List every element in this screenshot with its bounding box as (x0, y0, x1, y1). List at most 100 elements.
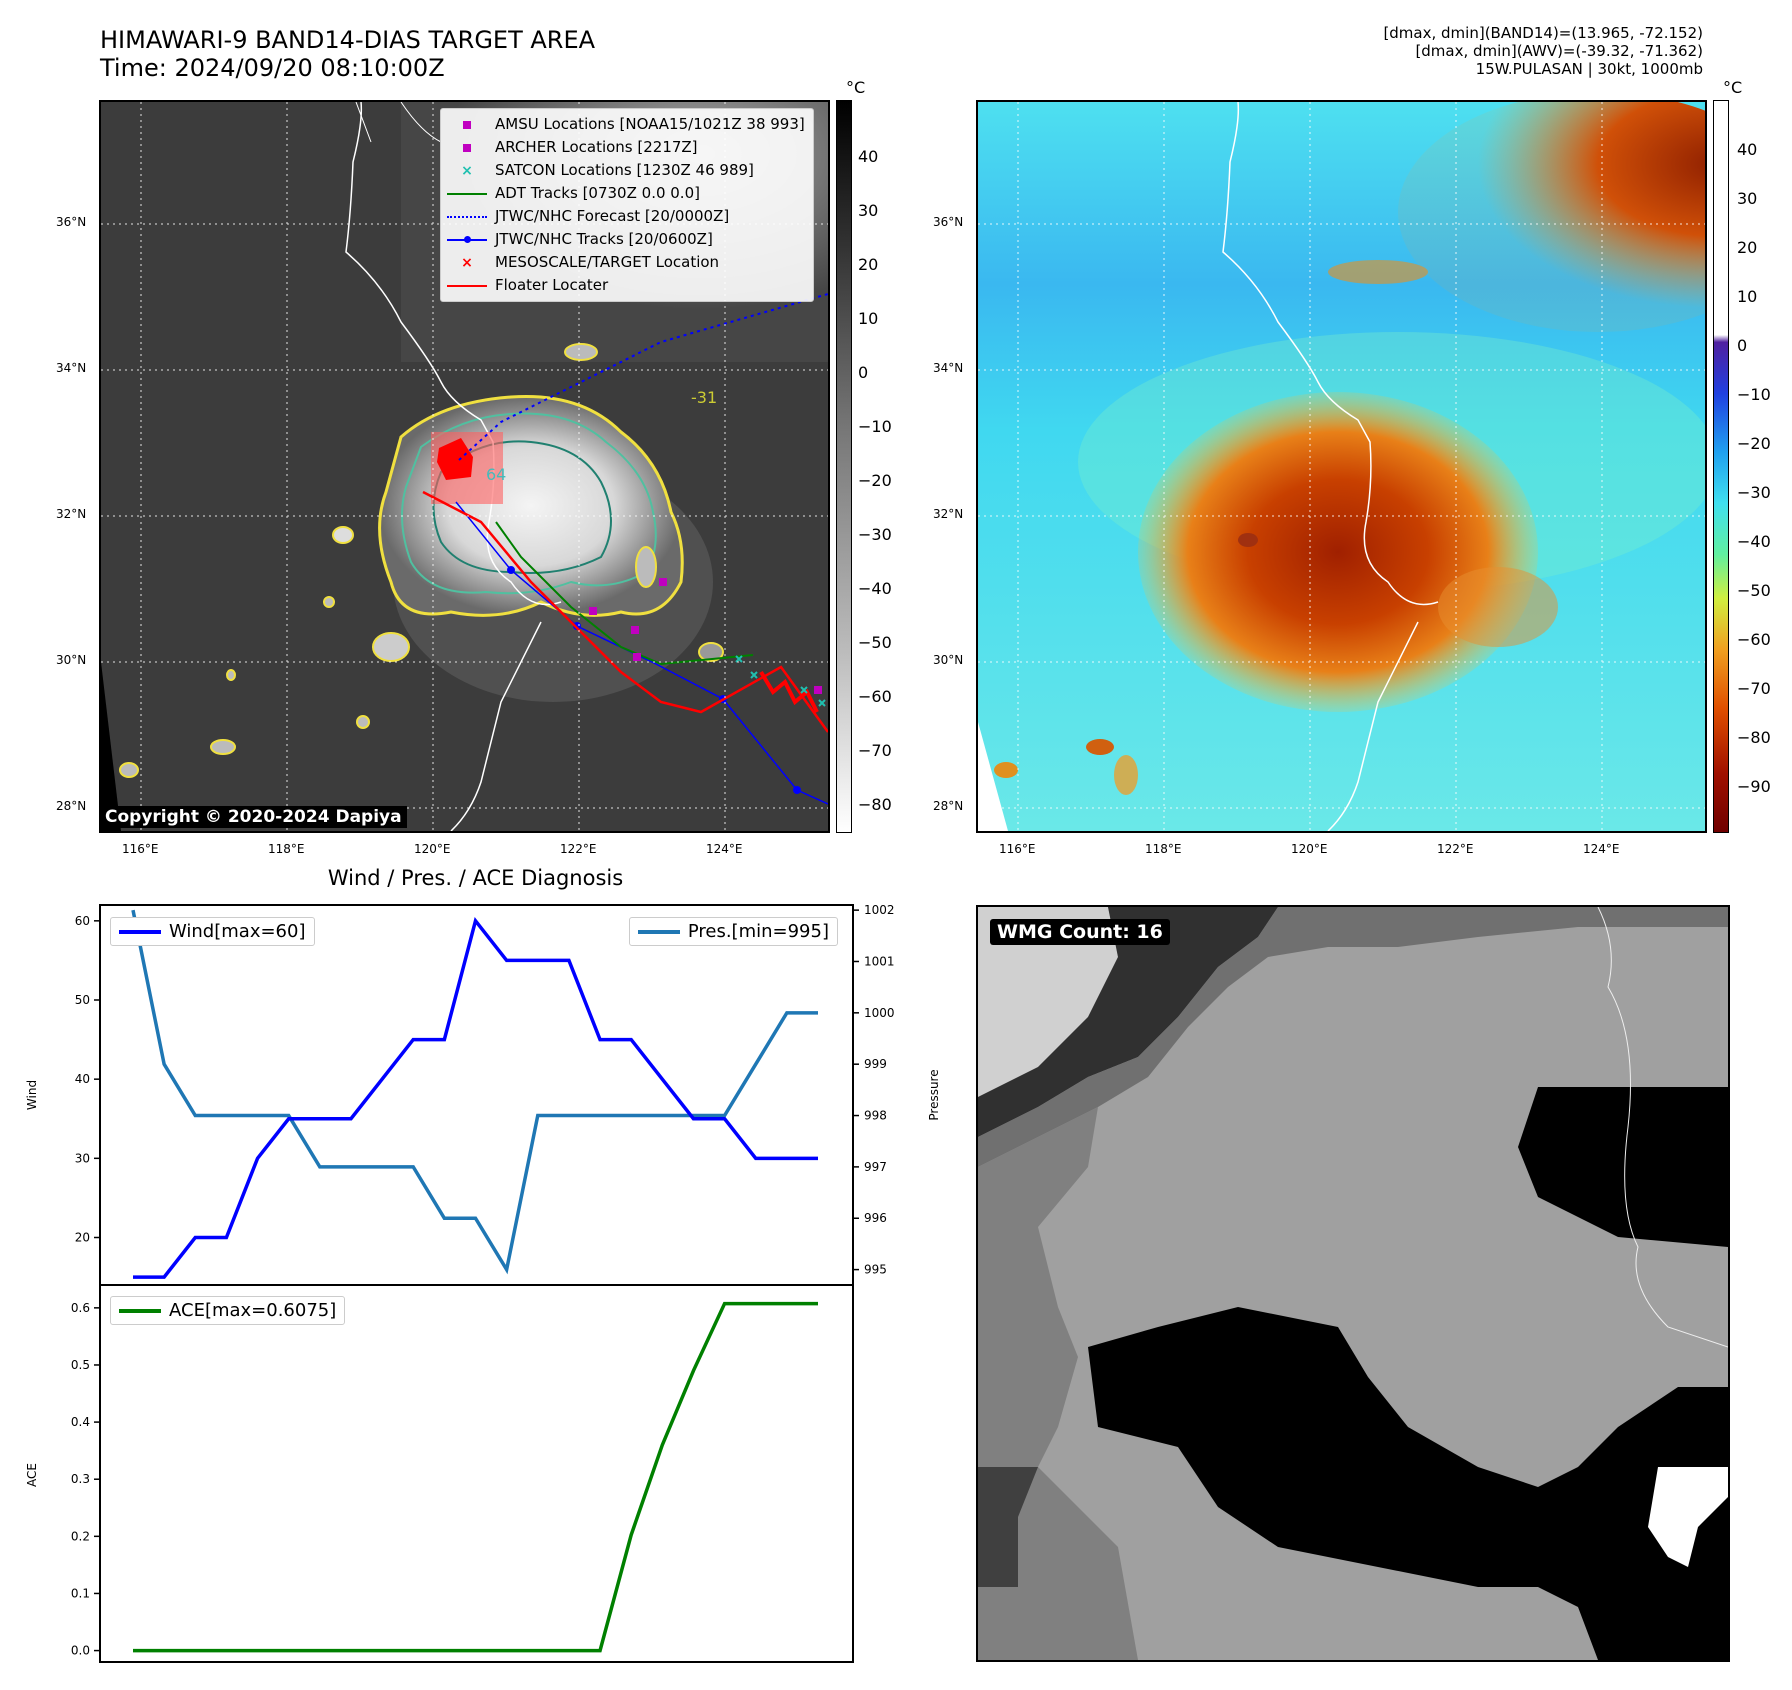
line-dot-icon (447, 230, 487, 250)
ace-ticks: 0.0 0.1 0.2 0.3 0.4 0.5 0.6 (71, 1301, 100, 1658)
awv-lon-label: 118°E (1145, 842, 1182, 856)
awv-colorbar-unit: °C (1723, 78, 1743, 97)
legend-item-amsu: AMSU Locations [NOAA15/1021Z 38 993] (447, 113, 805, 136)
ace-legend-label: ACE[max=0.6075] (169, 1300, 337, 1321)
awv-cb-tick: 20 (1737, 238, 1758, 257)
ir-cb-tick: −50 (858, 633, 892, 652)
awv-cb-tick: −70 (1737, 679, 1771, 698)
wind-legend: Wind[max=60] (110, 917, 315, 946)
awv-cb-tick: −80 (1737, 728, 1771, 747)
awv-lat-label: 32°N (933, 507, 964, 521)
wmg-count-label: WMG Count: 16 (990, 919, 1170, 945)
legend-line-icon (637, 929, 680, 934)
ir-lon-label: 122°E (560, 842, 597, 856)
legend-line-icon (119, 1308, 161, 1313)
legend-item-jtwc-forecast: JTWC/NHC Forecast [20/0000Z] (447, 205, 805, 228)
ir-cb-tick: −30 (858, 525, 892, 544)
awv-cb-tick: 0 (1737, 336, 1748, 355)
stats-awv: [dmax, dmin](AWV)=(-39.32, -71.362) (1415, 42, 1703, 60)
ir-lon-label: 124°E (706, 842, 743, 856)
line-icon (447, 184, 487, 204)
pressure-tick-label: 1002 (864, 903, 895, 917)
jtwc-forecast-track (458, 293, 828, 461)
wind-tick-label: 50 (75, 993, 90, 1007)
ace-axis-label: ACE (25, 1463, 39, 1487)
ir-lon-label: 120°E (414, 842, 451, 856)
awv-cb-tick: 10 (1737, 287, 1758, 306)
ir-lat-label: 28°N (56, 799, 87, 813)
pressure-tick-label: 996 (864, 1211, 887, 1225)
awv-lon-label: 124°E (1583, 842, 1620, 856)
ir-lat-label: 36°N (56, 215, 87, 229)
awv-lat-label: 34°N (933, 361, 964, 375)
x-marker-icon: × (461, 254, 473, 271)
awv-cb-tick: 30 (1737, 189, 1758, 208)
awv-lat-label: 36°N (933, 215, 964, 229)
pressure-tick-label: 1000 (864, 1006, 895, 1020)
satcon-markers (735, 655, 826, 707)
ace-series-line (133, 1301, 818, 1653)
awv-colorbar (1713, 100, 1729, 833)
square-marker-icon (447, 138, 487, 158)
ace-tick-label: 0.6 (71, 1301, 90, 1315)
ir-cb-tick: −60 (858, 687, 892, 706)
awv-lon-label: 120°E (1291, 842, 1328, 856)
ir-cb-tick: 20 (858, 255, 879, 274)
figure-title: HIMAWARI-9 BAND14-DIAS TARGET AREA Time:… (100, 26, 595, 82)
ace-axes (99, 1284, 854, 1663)
square-marker-icon (447, 115, 487, 135)
ace-tick-label: 0.5 (71, 1358, 90, 1372)
legend-item-jtwc-tracks: JTWC/NHC Tracks [20/0600Z] (447, 228, 805, 251)
awv-cb-tick: −50 (1737, 581, 1771, 600)
awv-cb-tick: −20 (1737, 434, 1771, 453)
diagnosis-chart: 20 30 40 50 60 995 996 997 998 999 1000 1001 1002 0.… (25, 903, 941, 1663)
ace-tick-label: 0.4 (71, 1415, 90, 1429)
floater-track (422, 490, 828, 733)
ir-colorbar-unit: °C (846, 78, 866, 97)
ir-cb-tick: 30 (858, 201, 879, 220)
amsu-archer-markers (589, 578, 822, 694)
contour-label-64: 64 (486, 465, 506, 484)
ace-tick-label: 0.1 (71, 1586, 90, 1600)
legend-item-adt: ADT Tracks [0730Z 0.0 0.0] (447, 182, 805, 205)
legend-line-icon (119, 929, 161, 934)
title-line-2: Time: 2024/09/20 08:10:00Z (100, 54, 445, 82)
ir-cb-tick: −10 (858, 417, 892, 436)
ir-colorbar (836, 100, 852, 833)
pressure-tick-label: 1001 (864, 954, 895, 968)
pressure-tick-label: 998 (864, 1109, 887, 1123)
pressure-tick-label: 999 (864, 1057, 887, 1071)
adt-track (495, 521, 754, 666)
legend-item-mesoscale: × MESOSCALE/TARGET Location (447, 251, 805, 274)
wind-pres-ticks: 20 30 40 50 60 995 996 997 998 999 1000 1001 1002 (75, 903, 895, 1276)
line-icon (447, 276, 487, 296)
ir-cb-tick: 40 (858, 147, 879, 166)
ir-legend: AMSU Locations [NOAA15/1021Z 38 993] ARC… (440, 108, 814, 302)
wind-series-line (133, 916, 818, 1279)
ir-cb-tick: 10 (858, 309, 879, 328)
awv-lon-label: 122°E (1437, 842, 1474, 856)
pressure-legend: Pres.[min=995] (628, 917, 838, 946)
mesoscale-target-marker (437, 438, 473, 480)
diagnosis-title: Wind / Pres. / ACE Diagnosis (327, 866, 624, 890)
pressure-axis-label: Pressure (927, 1069, 941, 1120)
ir-lat-label: 34°N (56, 361, 87, 375)
pressure-series-line (131, 909, 818, 1275)
ir-cb-tick: 0 (858, 363, 869, 382)
ace-tick-label: 0.2 (71, 1529, 90, 1543)
pressure-legend-label: Pres.[min=995] (687, 921, 829, 942)
stats-block: [dmax, dmin](BAND14)=(13.965, -72.152) [… (1383, 24, 1703, 78)
awv-gridlines (978, 102, 1705, 831)
ir-cb-tick: −80 (858, 795, 892, 814)
ace-legend: ACE[max=0.6075] (110, 1296, 346, 1325)
contour-label-31: -31 (691, 388, 717, 407)
storm-info: 15W.PULASAN | 30kt, 1000mb (1475, 60, 1703, 78)
wind-tick-label: 60 (75, 914, 90, 928)
awv-cb-tick: −60 (1737, 630, 1771, 649)
awv-map-panel (976, 100, 1707, 833)
ir-cb-tick: −70 (858, 741, 892, 760)
awv-lon-label: 116°E (999, 842, 1036, 856)
x-marker-icon: × (461, 162, 473, 179)
wind-axis-label: Wind (25, 1080, 39, 1110)
awv-cb-tick: −30 (1737, 483, 1771, 502)
